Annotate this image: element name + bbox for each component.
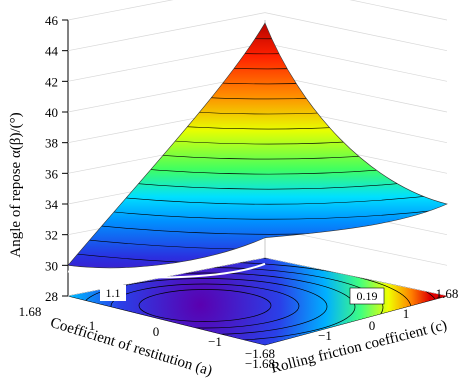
z-grid-line — [67, 0, 448, 21]
z-tick-label: 34 — [45, 197, 59, 212]
y-tick-label: 1.68 — [436, 286, 459, 301]
x-tick-label: 1.68 — [19, 304, 42, 319]
y-tick-label: −1 — [318, 328, 332, 343]
tick-labels: 28 30 32 34 36 38 40 42 44 46 1.68 1 0 −1 −1.68−1.68 −1… — [19, 13, 459, 371]
z-tick-label: 28 — [45, 289, 58, 304]
floor-contour-line — [110, 283, 300, 329]
surface-lip-highlight — [67, 262, 266, 279]
contour-label-0-19: 0.19 — [357, 289, 378, 303]
z-grid-line — [67, 12, 448, 52]
contour-label-1-1: 1.1 — [106, 286, 121, 300]
x-tick-label: −1 — [208, 334, 222, 349]
y-tick-label: −1.68 — [245, 356, 275, 371]
contour-label-low: 1.1 — [100, 285, 126, 301]
floor-contour-line — [138, 289, 272, 322]
z-tick-label: 38 — [45, 136, 58, 151]
z-tick-label: 44 — [45, 44, 59, 59]
z-tick-label: 40 — [45, 105, 58, 120]
y-tick-label: 1 — [403, 306, 410, 321]
z-axis-title: Angle of repose α(β)/(°) — [8, 112, 24, 257]
z-tick-label: 42 — [45, 74, 58, 89]
x-tick-label: 1 — [89, 318, 96, 333]
z-tick-label: 30 — [45, 258, 58, 273]
z-tick-label: 32 — [45, 228, 58, 243]
x-tick-label: 0 — [153, 324, 160, 339]
surface-outline — [67, 22, 448, 269]
x-tick-label: −1.68 — [245, 346, 275, 361]
z-tick-label: 46 — [45, 13, 59, 28]
floor-fill — [68, 258, 447, 345]
y-tick-label: 0 — [369, 318, 376, 333]
z-tick-label: 36 — [45, 166, 59, 181]
contour-label-high: 0.19 — [349, 287, 385, 305]
